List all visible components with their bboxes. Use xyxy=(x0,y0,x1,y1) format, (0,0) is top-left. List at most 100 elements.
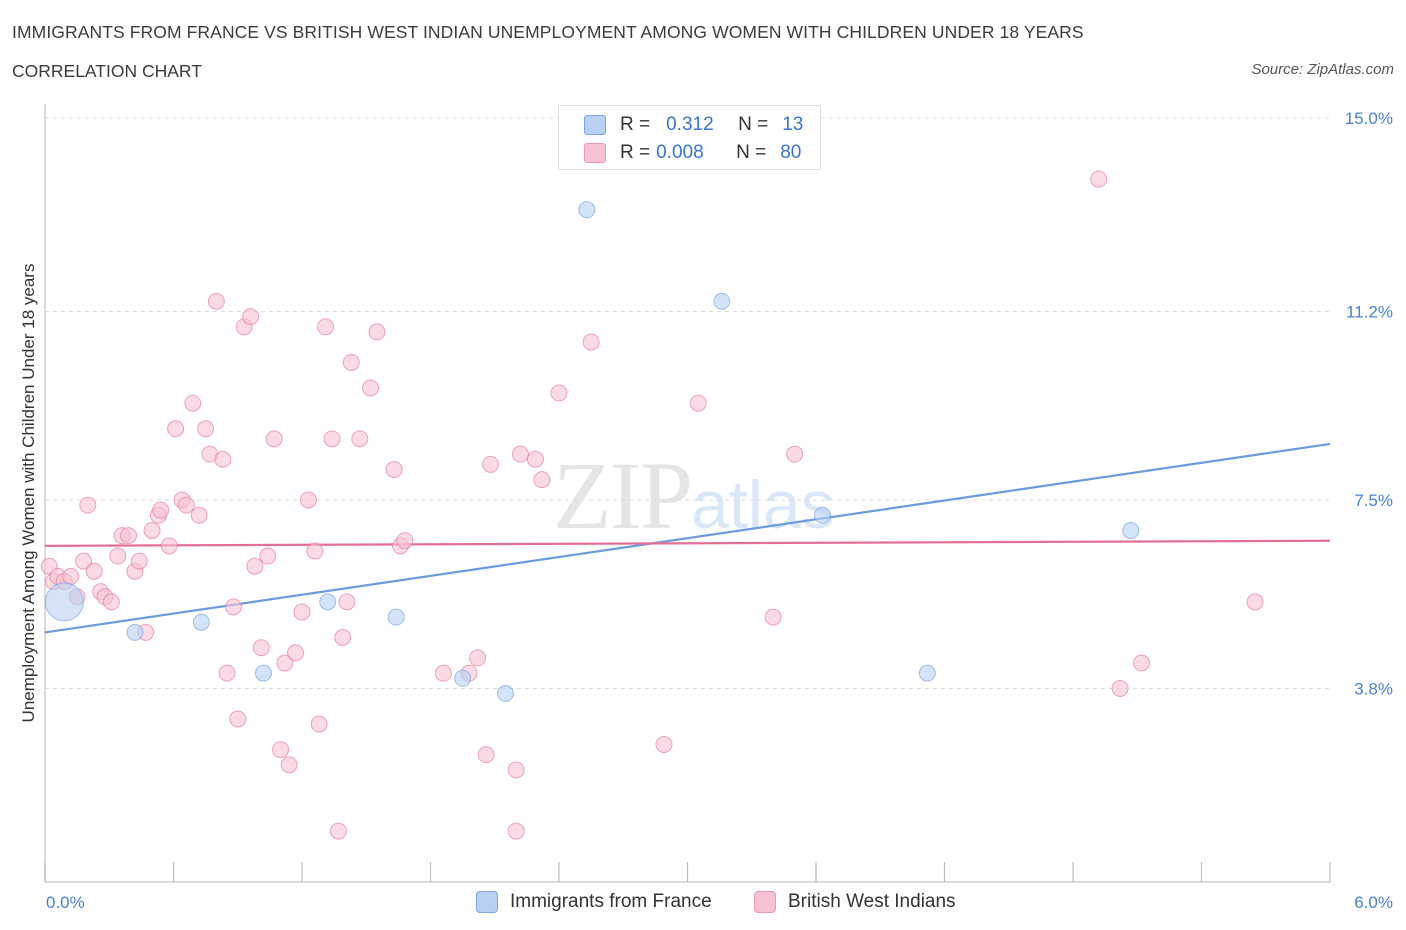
legend-n-value: 13 xyxy=(782,114,804,135)
point-france xyxy=(1122,522,1140,540)
point-bwi xyxy=(507,822,525,840)
point-bwi xyxy=(477,746,495,764)
point-bwi xyxy=(310,715,328,733)
legend-swatch-bwi xyxy=(584,143,606,163)
point-bwi xyxy=(190,506,208,524)
point-bwi xyxy=(293,603,311,621)
point-france xyxy=(713,292,731,310)
point-bwi xyxy=(550,384,568,402)
point-bwi xyxy=(306,542,324,560)
point-bwi xyxy=(152,501,170,519)
watermark-atlas: atlas xyxy=(691,467,835,543)
chart-title: IMMIGRANTS FROM FRANCE VS BRITISH WEST I… xyxy=(12,22,1084,42)
point-france xyxy=(126,623,144,641)
point-bwi xyxy=(62,567,80,585)
point-bwi xyxy=(229,710,247,728)
point-bwi xyxy=(75,552,93,570)
point-france xyxy=(496,685,514,703)
bottom-swatch-france xyxy=(476,891,498,913)
point-bwi xyxy=(469,649,487,667)
y-axis-title: Unemployment Among Women with Children U… xyxy=(19,264,38,723)
x-tick-label: 6.0% xyxy=(1354,893,1393,912)
bottom-swatch-bwi xyxy=(754,891,776,913)
point-bwi xyxy=(481,455,499,473)
point-bwi xyxy=(385,460,403,478)
point-france xyxy=(254,664,272,682)
source-label: Source: ZipAtlas.com xyxy=(1251,61,1394,78)
point-bwi xyxy=(184,394,202,412)
correlation-legend: R = 0.312 N = 13 R = 0.008 N = 80 xyxy=(558,105,821,170)
point-bwi xyxy=(79,496,97,514)
point-bwi xyxy=(351,430,369,448)
point-bwi xyxy=(272,741,290,759)
point-france xyxy=(44,582,84,622)
bottom-legend-france: Immigrants from France xyxy=(476,888,712,916)
point-france xyxy=(918,664,936,682)
point-bwi xyxy=(214,450,232,468)
legend-r-value: 0.312 xyxy=(666,114,714,135)
point-bwi xyxy=(109,547,127,565)
trend-lines xyxy=(44,442,1331,634)
bottom-legend-bwi: British West Indians xyxy=(754,888,956,916)
point-bwi xyxy=(252,639,270,657)
point-bwi xyxy=(224,598,242,616)
bottom-legend-france-label: Immigrants from France xyxy=(510,891,712,912)
point-bwi xyxy=(280,756,298,774)
point-bwi xyxy=(287,644,305,662)
legend-swatch-france xyxy=(584,115,606,135)
watermark-zip: ZIP xyxy=(553,442,693,549)
trend-line-france xyxy=(44,442,1331,634)
point-bwi xyxy=(1111,679,1129,697)
point-bwi xyxy=(533,471,551,489)
point-bwi xyxy=(434,664,452,682)
point-france xyxy=(578,201,596,219)
y-tick-label: 3.8% xyxy=(1354,679,1393,698)
x-tick-label: 0.0% xyxy=(46,893,85,912)
tick-labels: 3.8% 7.5% 11.2% 15.0% 0.0% 6.0% Unemployment A… xyxy=(19,109,1393,912)
legend-r-value: 0.008 xyxy=(656,142,704,163)
point-bwi xyxy=(317,318,335,336)
point-bwi xyxy=(265,430,283,448)
point-france xyxy=(387,608,405,626)
point-france xyxy=(813,506,831,524)
data-points xyxy=(40,170,1264,840)
point-bwi xyxy=(342,353,360,371)
y-tick-label: 7.5% xyxy=(1354,491,1393,510)
point-bwi xyxy=(511,445,529,463)
legend-n-value: 80 xyxy=(780,142,802,163)
point-bwi xyxy=(167,420,185,438)
point-bwi xyxy=(197,420,215,438)
point-bwi xyxy=(1246,593,1264,611)
point-bwi xyxy=(276,654,294,672)
axes xyxy=(44,104,1331,883)
point-bwi xyxy=(362,379,380,397)
point-bwi xyxy=(764,608,782,626)
point-bwi xyxy=(160,537,178,555)
legend-n-label: N = xyxy=(738,114,769,135)
legend-row-france: R = 0.312 N = 13 xyxy=(584,111,803,139)
chart-subtitle: CORRELATION CHART xyxy=(12,61,202,81)
point-bwi xyxy=(689,394,707,412)
point-bwi xyxy=(207,292,225,310)
point-bwi xyxy=(130,552,148,570)
point-bwi xyxy=(368,323,386,341)
point-bwi xyxy=(259,547,277,565)
point-bwi xyxy=(334,629,352,647)
point-bwi xyxy=(507,761,525,779)
point-bwi xyxy=(299,491,317,509)
point-france xyxy=(319,593,337,611)
point-bwi xyxy=(329,822,347,840)
point-bwi xyxy=(582,333,600,351)
point-france xyxy=(192,613,210,631)
y-tick-label: 15.0% xyxy=(1345,109,1393,128)
point-bwi xyxy=(102,593,120,611)
point-bwi xyxy=(143,522,161,540)
y-tick-label: 11.2% xyxy=(1346,303,1393,322)
point-bwi xyxy=(218,664,236,682)
legend-n-label: N = xyxy=(736,142,767,163)
point-bwi xyxy=(526,450,544,468)
point-bwi xyxy=(242,308,260,326)
point-bwi xyxy=(1133,654,1151,672)
point-bwi xyxy=(338,593,356,611)
